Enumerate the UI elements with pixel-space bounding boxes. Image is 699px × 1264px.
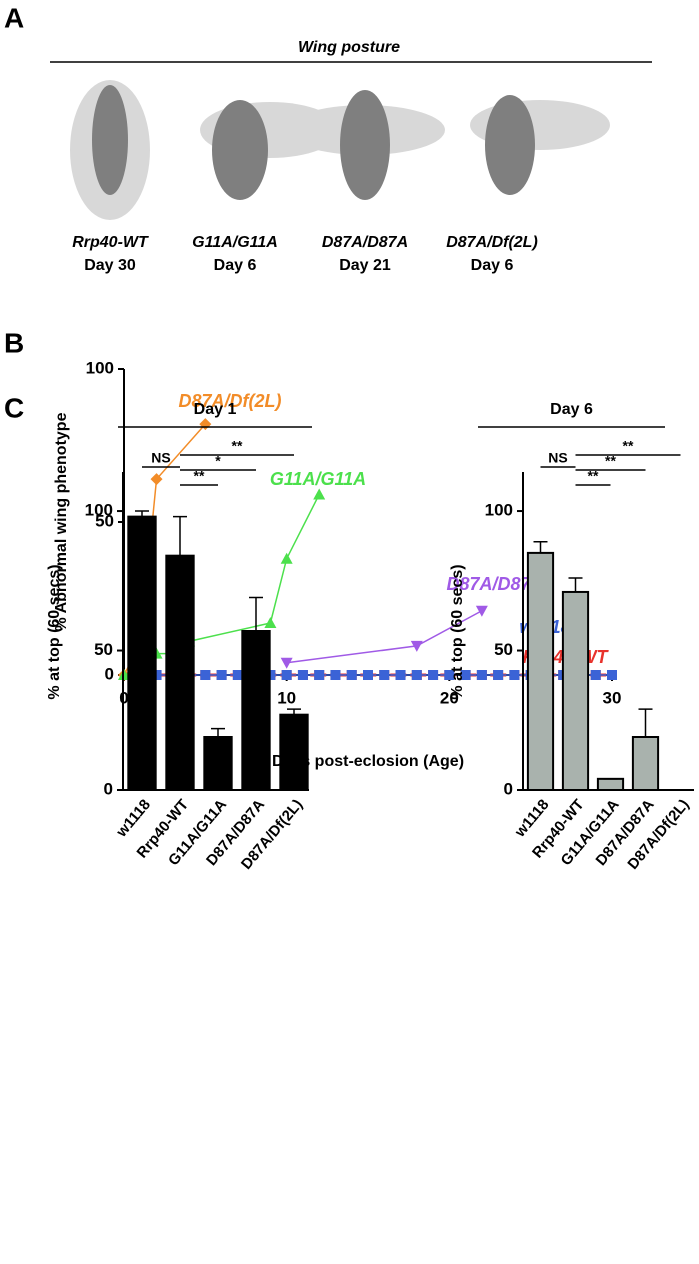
y-axis-label: % Abnormal wing phenotype xyxy=(53,412,70,631)
marker xyxy=(232,670,243,680)
marker xyxy=(476,670,487,680)
bar xyxy=(526,551,555,791)
error-bar xyxy=(533,540,548,553)
marker xyxy=(264,616,277,628)
bar xyxy=(165,554,195,791)
chart-title: Day 1 xyxy=(194,401,237,418)
marker xyxy=(410,640,423,652)
bar xyxy=(596,777,625,791)
significance-label: NS xyxy=(548,450,567,466)
marker xyxy=(346,670,357,680)
y-tick-label: 100 xyxy=(85,501,113,520)
y-axis-label: % at top (60 secs) xyxy=(46,564,63,699)
error-bar xyxy=(568,577,583,592)
marker xyxy=(281,670,292,680)
significance-label: * xyxy=(215,453,221,469)
marker xyxy=(493,670,504,680)
significance-label: ** xyxy=(588,468,599,484)
genotype-label: D87A/Df(2L) xyxy=(446,234,538,251)
marker xyxy=(590,670,601,680)
panel-a-title: Wing posture xyxy=(298,39,400,56)
significance-label: NS xyxy=(151,450,170,466)
significance-label: ** xyxy=(194,468,205,484)
genotype-label: G11A/G11A xyxy=(192,234,278,251)
chart-title: Day 6 xyxy=(550,401,593,418)
marker xyxy=(216,670,227,680)
y-tick-label: 0 xyxy=(504,779,513,798)
marker xyxy=(297,670,308,680)
error-bar xyxy=(135,510,149,517)
y-tick-label: 0 xyxy=(104,779,113,798)
x-tick-label: 30 xyxy=(603,688,622,707)
genotype-label: Rrp40-WT xyxy=(72,234,149,251)
marker xyxy=(379,670,390,680)
day-label: Day 6 xyxy=(471,257,514,274)
y-tick-label: 50 xyxy=(494,640,513,659)
marker xyxy=(475,605,488,617)
bar xyxy=(127,515,157,791)
marker xyxy=(200,670,211,680)
y-axis-label: % at top (60 secs) xyxy=(449,564,466,699)
bar xyxy=(561,590,590,792)
marker xyxy=(460,670,471,680)
marker xyxy=(411,670,422,680)
significance-label: ** xyxy=(232,438,243,454)
bar xyxy=(203,736,233,791)
marker xyxy=(330,670,341,680)
significance-label: ** xyxy=(605,453,616,469)
marker xyxy=(280,657,293,669)
series-label: G11A/G11A xyxy=(270,469,366,489)
bar xyxy=(241,630,271,791)
series-label: D87A/Df(2L) xyxy=(178,391,281,411)
marker xyxy=(607,670,617,680)
marker xyxy=(313,488,326,500)
marker xyxy=(428,670,439,680)
panel-label: C xyxy=(4,392,24,423)
series-label: D87A/D87A xyxy=(446,574,543,594)
marker xyxy=(280,552,293,564)
marker xyxy=(150,473,163,486)
error-bar xyxy=(638,708,653,737)
bar xyxy=(631,736,660,791)
x-tick-label: 20 xyxy=(440,688,459,707)
y-tick-label: 100 xyxy=(86,358,114,377)
day-label: Day 6 xyxy=(214,257,257,274)
error-bar xyxy=(211,727,225,737)
marker xyxy=(314,670,325,680)
marker xyxy=(444,670,455,680)
error-bar xyxy=(249,596,263,631)
y-tick-label: 50 xyxy=(95,511,114,530)
panel-label: B xyxy=(4,327,24,358)
error-bar xyxy=(287,708,301,715)
fly-images xyxy=(70,80,610,220)
panel-label: A xyxy=(4,2,24,33)
significance-label: ** xyxy=(623,438,634,454)
marker xyxy=(395,670,406,680)
marker xyxy=(509,670,520,680)
y-tick-label: 0 xyxy=(105,664,114,683)
y-tick-label: 50 xyxy=(94,640,113,659)
error-bar xyxy=(173,515,187,556)
genotype-label: D87A/D87A xyxy=(322,234,408,251)
x-tick-label: 10 xyxy=(277,688,296,707)
day-label: Day 30 xyxy=(84,257,136,274)
marker xyxy=(363,670,373,680)
x-axis-label: Days post-eclosion (Age) xyxy=(272,753,464,770)
day-label: Day 21 xyxy=(339,257,391,274)
bar xyxy=(279,713,309,791)
y-tick-label: 100 xyxy=(485,501,513,520)
